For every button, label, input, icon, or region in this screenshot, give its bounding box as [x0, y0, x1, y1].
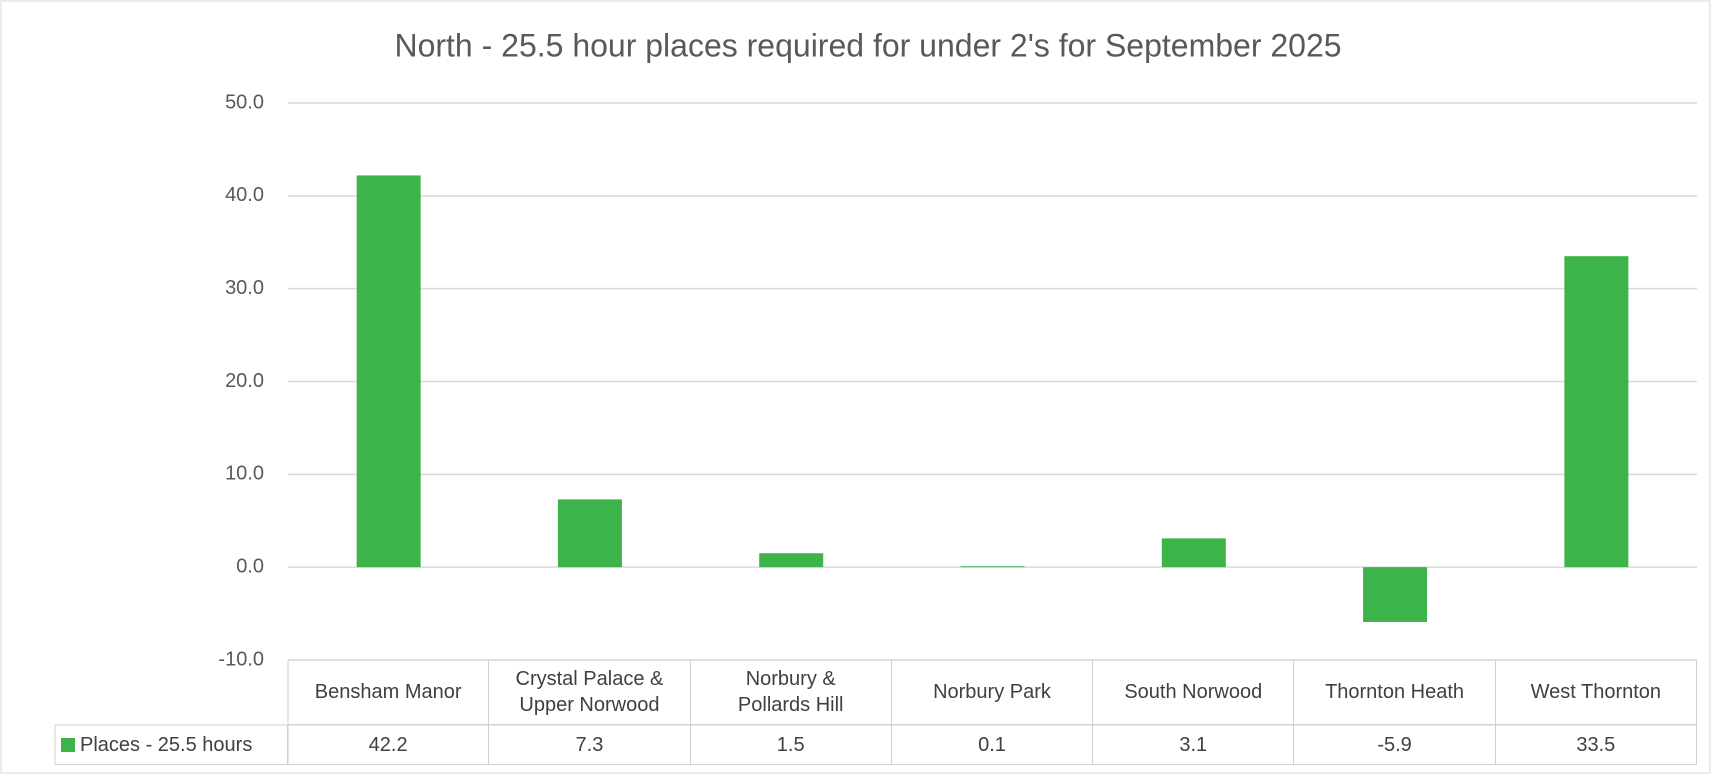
bar: [557, 499, 622, 568]
legend-cell: Places - 25.5 hours: [55, 725, 288, 765]
category-cell: Norbury Park: [891, 660, 1094, 725]
value-cell: 3.1: [1093, 725, 1295, 765]
chart-title: North - 25.5 hour places required for un…: [394, 27, 1341, 63]
bar: [960, 566, 1025, 568]
category-cell: South Norwood: [1093, 660, 1295, 725]
y-tick-label: -10.0: [218, 648, 264, 670]
bar: [759, 553, 824, 568]
value-cell: 7.3: [489, 725, 691, 765]
y-tick-label: 30.0: [225, 277, 264, 299]
category-cell: Thornton Heath: [1294, 660, 1496, 725]
bar: [1161, 538, 1226, 568]
legend-label: Places - 25.5 hours: [80, 733, 253, 756]
category-cell: Crystal Palace & Upper Norwood: [489, 660, 691, 725]
y-tick-label: 50.0: [225, 91, 264, 113]
bar: [356, 175, 421, 568]
y-tick-label: 40.0: [225, 184, 264, 206]
legend-key: [61, 737, 75, 752]
y-tick-label: 20.0: [225, 370, 264, 392]
value-cell: 0.1: [891, 725, 1094, 765]
y-tick-label: 10.0: [225, 463, 264, 485]
category-cell: Norbury & Pollards Hill: [690, 660, 892, 725]
bar: [1363, 567, 1428, 622]
value-cell: 42.2: [288, 725, 490, 765]
category-cell: Bensham Manor: [288, 660, 490, 725]
value-cell: -5.9: [1294, 725, 1496, 765]
category-cell: West Thornton: [1495, 660, 1697, 725]
y-tick-label: 0.0: [236, 555, 264, 577]
value-cell: 33.5: [1495, 725, 1697, 765]
value-cell: 1.5: [690, 725, 892, 765]
bar: [1564, 256, 1629, 568]
